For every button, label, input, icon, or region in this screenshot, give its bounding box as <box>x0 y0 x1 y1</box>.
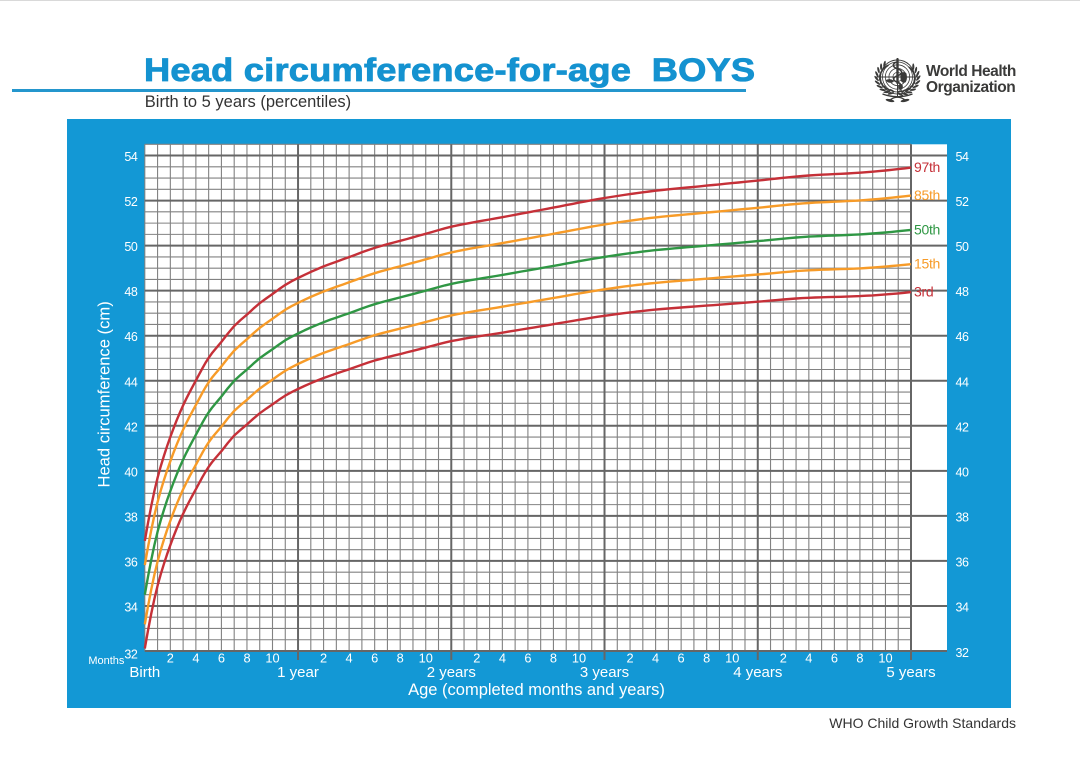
svg-text:Head circumference (cm): Head circumference (cm) <box>95 301 114 487</box>
svg-text:40: 40 <box>956 465 969 479</box>
svg-text:Months: Months <box>88 655 125 667</box>
svg-text:42: 42 <box>124 420 137 434</box>
svg-text:3rd: 3rd <box>914 284 933 300</box>
svg-text:52: 52 <box>124 195 137 209</box>
svg-text:10: 10 <box>419 651 433 666</box>
svg-text:48: 48 <box>956 285 969 299</box>
svg-text:10: 10 <box>725 651 739 666</box>
svg-text:50th: 50th <box>914 221 940 237</box>
svg-text:50: 50 <box>956 240 969 254</box>
svg-text:2: 2 <box>167 651 174 666</box>
svg-text:10: 10 <box>265 651 279 666</box>
svg-text:36: 36 <box>956 555 969 569</box>
svg-text:54: 54 <box>956 150 969 164</box>
svg-text:2: 2 <box>473 651 480 666</box>
svg-text:2 years: 2 years <box>427 664 476 681</box>
svg-text:6: 6 <box>218 651 225 666</box>
svg-text:36: 36 <box>124 555 137 569</box>
svg-text:8: 8 <box>703 651 710 666</box>
svg-text:34: 34 <box>124 601 137 615</box>
svg-text:Birth: Birth <box>129 664 160 681</box>
svg-text:44: 44 <box>124 375 137 389</box>
svg-text:15th: 15th <box>914 256 940 272</box>
svg-text:54: 54 <box>124 150 137 164</box>
svg-text:10: 10 <box>572 651 586 666</box>
svg-text:4 years: 4 years <box>733 664 782 681</box>
svg-text:50: 50 <box>124 240 137 254</box>
svg-text:4: 4 <box>346 651 353 666</box>
svg-text:46: 46 <box>124 330 137 344</box>
svg-text:38: 38 <box>956 510 969 524</box>
svg-text:4: 4 <box>652 651 659 666</box>
svg-text:34: 34 <box>956 601 969 615</box>
svg-text:97th: 97th <box>914 159 940 175</box>
svg-text:8: 8 <box>550 651 557 666</box>
svg-text:38: 38 <box>124 510 137 524</box>
svg-text:42: 42 <box>956 420 969 434</box>
svg-text:6: 6 <box>524 651 531 666</box>
svg-text:8: 8 <box>397 651 404 666</box>
svg-text:6: 6 <box>678 651 685 666</box>
svg-text:10: 10 <box>878 651 892 666</box>
svg-text:4: 4 <box>499 651 506 666</box>
svg-text:6: 6 <box>371 651 378 666</box>
svg-text:32: 32 <box>124 648 137 662</box>
svg-text:4: 4 <box>192 651 199 666</box>
svg-text:85th: 85th <box>914 187 940 203</box>
svg-text:8: 8 <box>856 651 863 666</box>
svg-text:1 year: 1 year <box>277 664 319 681</box>
svg-text:2: 2 <box>780 651 787 666</box>
svg-text:8: 8 <box>243 651 250 666</box>
svg-text:Age (completed months and year: Age (completed months and years) <box>408 681 665 699</box>
svg-text:4: 4 <box>805 651 812 666</box>
svg-text:6: 6 <box>831 651 838 666</box>
svg-text:5 years: 5 years <box>886 664 935 681</box>
svg-text:44: 44 <box>956 375 969 389</box>
svg-text:2: 2 <box>320 651 327 666</box>
svg-text:52: 52 <box>956 195 969 209</box>
svg-text:46: 46 <box>956 330 969 344</box>
svg-text:2: 2 <box>627 651 634 666</box>
svg-text:32: 32 <box>956 646 969 660</box>
svg-text:40: 40 <box>124 465 137 479</box>
svg-text:48: 48 <box>124 285 137 299</box>
svg-text:3 years: 3 years <box>580 664 629 681</box>
